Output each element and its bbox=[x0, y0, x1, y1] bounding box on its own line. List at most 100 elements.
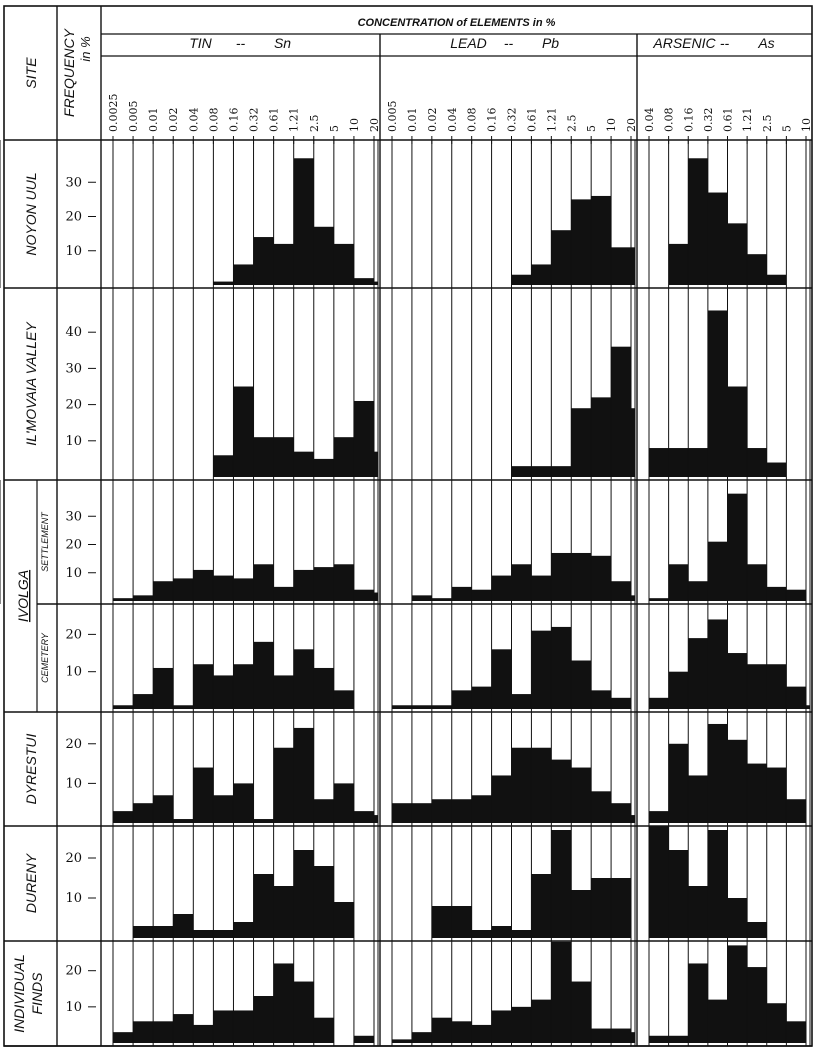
bar-arsenic bbox=[727, 739, 748, 823]
bar-arsenic bbox=[727, 945, 748, 1043]
bar-arsenic bbox=[688, 886, 708, 938]
bar-arsenic bbox=[707, 830, 728, 938]
bar-tin bbox=[133, 1021, 154, 1043]
tick-label: 0.32 bbox=[248, 108, 261, 133]
bar-tin bbox=[253, 819, 274, 823]
bar-lead bbox=[571, 981, 592, 1043]
frequency-tick-label: 20 bbox=[65, 737, 82, 752]
frequency-tick-label: 20 bbox=[65, 538, 82, 553]
bar-lead bbox=[571, 408, 592, 477]
bar-tin bbox=[233, 264, 254, 285]
tick-label: 2.5 bbox=[308, 115, 321, 133]
bar-tin bbox=[213, 281, 234, 285]
bar-tin bbox=[273, 586, 294, 601]
bar-lead bbox=[571, 660, 592, 709]
bar-lead bbox=[611, 346, 631, 477]
bar-tin bbox=[233, 664, 254, 709]
bar-tin bbox=[153, 581, 174, 601]
bar-lead bbox=[392, 1039, 412, 1043]
site-label-line2: FINDS bbox=[29, 972, 45, 1015]
site-label: NOYON UUL bbox=[23, 172, 39, 255]
bar-tin bbox=[173, 914, 194, 938]
bar-lead bbox=[491, 575, 512, 601]
bar-tin bbox=[193, 930, 214, 938]
tick-label: 0.005 bbox=[386, 101, 399, 133]
bar-tin bbox=[173, 578, 194, 601]
bar-tin bbox=[293, 649, 314, 709]
bar-tin bbox=[213, 930, 234, 938]
bar-arsenic bbox=[688, 158, 708, 285]
bar-tin bbox=[353, 1035, 374, 1043]
bar-tin bbox=[333, 243, 354, 285]
bar-tin bbox=[333, 902, 354, 938]
frequency-tick-label: 10 bbox=[65, 434, 82, 449]
bar-lead bbox=[511, 274, 532, 285]
bar-arsenic bbox=[766, 586, 787, 601]
bar-lead bbox=[491, 926, 512, 938]
bar-tin bbox=[313, 799, 334, 823]
bar-arsenic bbox=[727, 898, 748, 938]
bar-tin bbox=[133, 595, 154, 601]
bar-lead bbox=[551, 466, 572, 477]
bar-tin bbox=[273, 675, 294, 709]
bar-lead bbox=[511, 694, 532, 709]
tick-label: 5 bbox=[328, 125, 341, 132]
tick-label: 1.21 bbox=[545, 108, 558, 133]
bar-lead bbox=[531, 630, 552, 709]
bar-lead bbox=[611, 697, 631, 709]
bar-tin bbox=[273, 437, 294, 477]
bar-arsenic bbox=[727, 223, 748, 285]
bar-arsenic bbox=[649, 1035, 669, 1043]
frequency-tick-label: 30 bbox=[65, 361, 82, 376]
bar-lead bbox=[511, 466, 532, 477]
bar-tin bbox=[213, 455, 234, 477]
frequency-tick-label: 10 bbox=[65, 1000, 82, 1015]
bar-lead bbox=[531, 575, 552, 601]
bar-lead bbox=[431, 705, 452, 709]
tick-label: 0.16 bbox=[486, 108, 499, 133]
bar-arsenic bbox=[668, 850, 689, 938]
bar-lead bbox=[631, 595, 635, 601]
bar-lead bbox=[591, 791, 612, 823]
bar-lead bbox=[511, 564, 532, 601]
frequency-tick-label: 20 bbox=[65, 210, 82, 225]
bar-arsenic bbox=[688, 775, 708, 823]
tick-label: 10 bbox=[348, 118, 361, 132]
tick-label: 10 bbox=[800, 118, 813, 132]
bar-tin bbox=[253, 437, 274, 477]
group-symbol-sn: Sn bbox=[274, 35, 291, 51]
bar-lead bbox=[631, 815, 635, 823]
site-label: DYRESTUI bbox=[23, 734, 39, 805]
bar-tin bbox=[133, 694, 154, 709]
bar-tin bbox=[193, 664, 214, 709]
bar-tin bbox=[253, 641, 274, 709]
bar-arsenic bbox=[688, 448, 708, 477]
bar-lead bbox=[631, 247, 635, 285]
bar-tin bbox=[153, 926, 174, 938]
bar-tin bbox=[193, 1024, 214, 1043]
tick-label: 0.0025 bbox=[107, 94, 120, 133]
bar-tin bbox=[353, 811, 374, 823]
bar-arsenic bbox=[649, 448, 669, 477]
tick-label: 0.08 bbox=[466, 108, 479, 133]
bar-tin bbox=[213, 795, 234, 823]
bar-tin bbox=[313, 667, 334, 709]
bar-lead bbox=[591, 195, 612, 285]
group-dash: -- bbox=[720, 35, 730, 51]
bar-arsenic bbox=[707, 999, 728, 1043]
bar-lead bbox=[491, 649, 512, 709]
bar-arsenic bbox=[766, 767, 787, 823]
bar-tin bbox=[293, 850, 314, 938]
bar-tin bbox=[113, 811, 134, 823]
bar-lead bbox=[551, 552, 572, 601]
group-label-tin: TIN bbox=[189, 35, 212, 51]
bar-tin bbox=[313, 567, 334, 601]
frequency-tick-label: 10 bbox=[65, 891, 82, 906]
tick-label: 0.02 bbox=[167, 108, 180, 133]
bar-tin bbox=[233, 578, 254, 601]
tick-label: 0.08 bbox=[663, 108, 676, 133]
bar-arsenic bbox=[786, 1021, 806, 1043]
bar-lead bbox=[491, 1010, 512, 1043]
bar-lead bbox=[551, 941, 572, 1043]
